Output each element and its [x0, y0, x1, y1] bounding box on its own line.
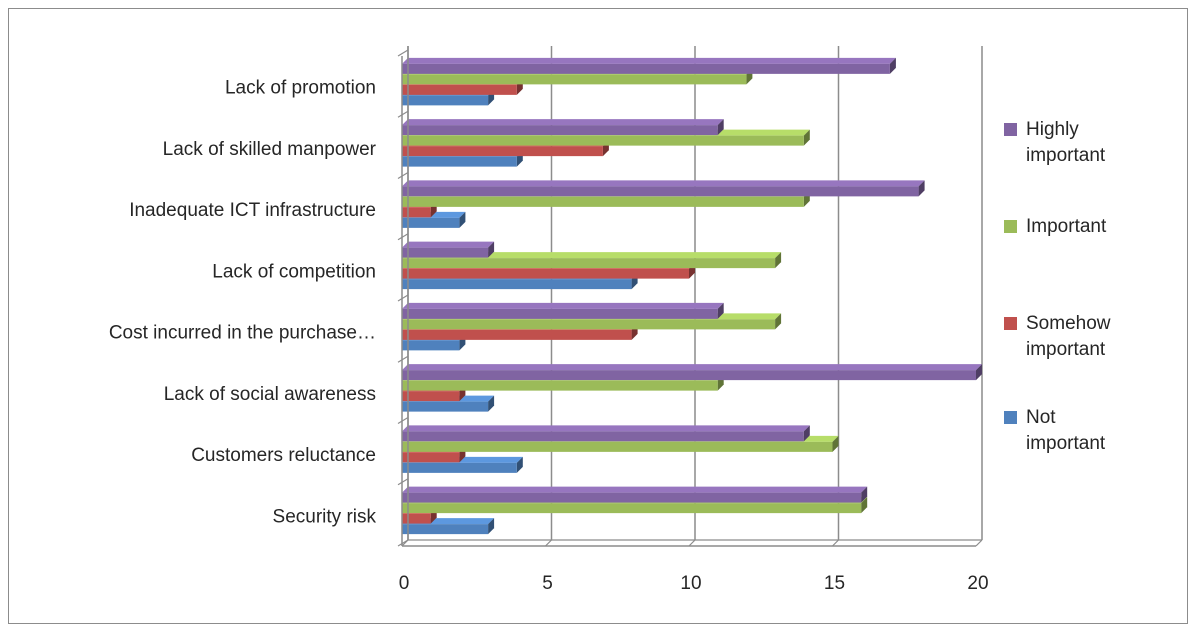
bar-important-4 — [402, 252, 782, 269]
bar-highly-important-5 — [402, 180, 925, 197]
legend-item: Somehow important — [1004, 313, 1111, 360]
legend-swatch — [1004, 411, 1017, 424]
bar-highly-important-1 — [402, 425, 810, 442]
x-tick-labels: 0 5 10 15 20 — [399, 573, 989, 594]
category-tick-6 — [397, 171, 409, 180]
category-tick-2 — [397, 416, 409, 425]
legend-label: important — [1026, 339, 1106, 360]
category-labels: Security risk Customers reluctance Lack of… — [109, 78, 377, 528]
legend-label: Highly — [1026, 119, 1079, 140]
category-label: Lack of skilled manpower — [163, 139, 377, 160]
legend-item: Not important — [1004, 407, 1106, 454]
category-tick-7 — [397, 110, 409, 118]
legend-swatch — [1004, 317, 1017, 330]
x-tick-label: 20 — [967, 573, 988, 594]
x-tick-label: 10 — [680, 573, 701, 594]
bars — [402, 57, 982, 535]
legend-swatch — [1004, 123, 1017, 136]
legend: Highly important Important Somehow important… — [1004, 119, 1111, 454]
bar-highly-important-2 — [402, 364, 982, 381]
legend-label: Not — [1026, 407, 1056, 428]
bar-highly-important-0 — [402, 486, 868, 503]
category-label: Lack of promotion — [225, 78, 376, 99]
category-tick-3 — [397, 355, 409, 363]
category-label: Lack of competition — [212, 261, 376, 282]
bar-highly-important-7 — [402, 57, 896, 74]
category-tick-0 — [397, 539, 409, 547]
legend-item: Important — [1004, 216, 1107, 237]
bar-highly-important-6 — [402, 119, 724, 136]
axes — [397, 46, 982, 547]
category-tick-1 — [397, 478, 409, 486]
category-label: Security risk — [273, 506, 377, 527]
bar-highly-important-3 — [402, 302, 724, 319]
legend-label: Important — [1026, 216, 1107, 237]
category-tick-4 — [397, 294, 409, 302]
legend-label: important — [1026, 145, 1106, 166]
category-tick-5 — [397, 233, 409, 241]
floor-line-1 — [545, 539, 552, 547]
floor-line-4 — [975, 539, 983, 547]
legend-swatch — [1004, 220, 1017, 233]
legend-label: Somehow — [1026, 313, 1111, 334]
legend-label: important — [1026, 433, 1106, 454]
category-label: Cost incurred in the purchase… — [109, 323, 376, 344]
x-tick-label: 15 — [824, 573, 845, 594]
legend-item: Highly important — [1004, 119, 1106, 166]
bar-highly-important-4 — [402, 241, 495, 258]
category-label: Lack of social awareness — [164, 384, 376, 405]
category-label: Customers reluctance — [191, 445, 376, 466]
floor-line-3 — [832, 539, 839, 547]
x-tick-label: 0 — [399, 573, 410, 594]
category-label: Inadequate ICT infrastructure — [129, 200, 376, 221]
x-tick-label: 5 — [542, 573, 553, 594]
category-tick-8 — [397, 49, 409, 57]
floor-line-2 — [688, 539, 696, 547]
